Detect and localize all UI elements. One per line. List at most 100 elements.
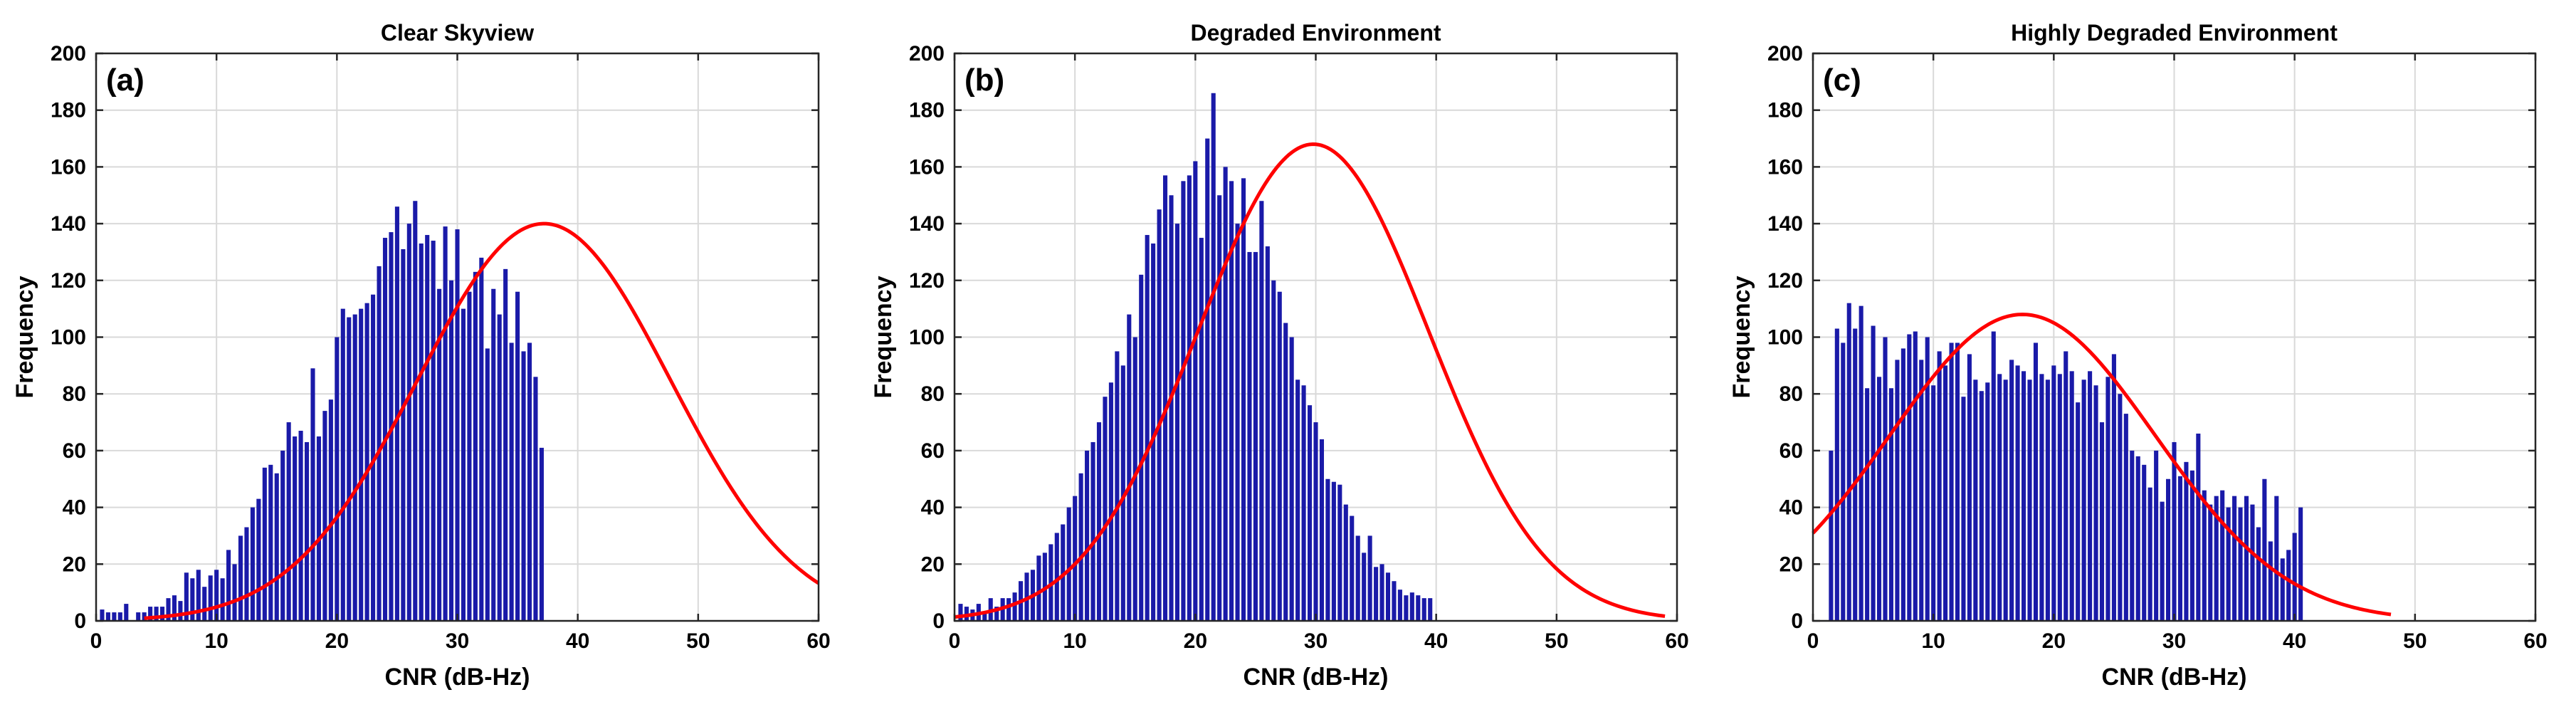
chart-c-bar xyxy=(2268,541,2273,621)
chart-c-bar xyxy=(2274,496,2279,621)
chart-b-bar xyxy=(1350,515,1355,621)
chart-c-y-axis-label: Frequency xyxy=(1728,276,1755,398)
chart-b-bar xyxy=(1108,382,1113,621)
chart-a-bar xyxy=(310,368,315,621)
chart-a-bar xyxy=(340,308,345,621)
chart-b-bar xyxy=(1374,567,1379,621)
chart-c-x-tick-label: 30 xyxy=(2162,629,2186,653)
chart-c-bar xyxy=(1871,325,1876,621)
chart-b-bar xyxy=(1181,181,1186,621)
chart-c-y-tick-label: 140 xyxy=(1767,212,1803,236)
chart-a-bar xyxy=(539,447,544,621)
chart-c-bar xyxy=(1829,450,1834,621)
chart-b-x-tick-label: 60 xyxy=(1665,629,1688,653)
chart-a-bar xyxy=(208,575,213,621)
chart-c-bar xyxy=(2280,558,2285,621)
chart-c-bar xyxy=(1883,337,1888,621)
chart-a-y-tick-label: 180 xyxy=(51,99,86,122)
chart-c-bar xyxy=(2111,354,2116,621)
chart-c-x-tick-label: 20 xyxy=(2042,629,2066,653)
chart-b-y-tick-label: 120 xyxy=(909,269,945,293)
chart-c-bar xyxy=(2154,450,2159,621)
chart-a-bar xyxy=(401,248,406,622)
chart-c-bar xyxy=(2184,461,2189,621)
chart-a-bar xyxy=(172,595,177,621)
chart-c-bar xyxy=(1907,334,1912,621)
chart-c-bar xyxy=(1991,331,1996,621)
chart-c-x-tick-label: 50 xyxy=(2403,629,2427,653)
chart-a-bar xyxy=(461,308,466,621)
chart-a-bar xyxy=(190,578,195,621)
chart-a-bar xyxy=(443,226,448,622)
chart-b-bar xyxy=(982,612,987,621)
chart-c-bar xyxy=(1937,351,1942,621)
chart-b-bar xyxy=(1409,592,1414,621)
chart-b-bar xyxy=(1229,181,1234,621)
chart-a-y-tick-label: 200 xyxy=(51,42,86,66)
chart-c-bar xyxy=(2232,496,2237,621)
chart-a-bar xyxy=(425,235,430,621)
chart-b-bar xyxy=(1054,533,1059,621)
chart-c-bar xyxy=(2130,450,2135,621)
chart-c-bar xyxy=(1925,337,1930,621)
chart-b-bar xyxy=(1223,167,1228,621)
chart-a-bar xyxy=(148,607,153,621)
chart-b-bar xyxy=(1169,195,1174,621)
chart-c-y-tick-label: 80 xyxy=(1779,382,1803,406)
chart-a-bar xyxy=(214,570,219,621)
chart-c-bar xyxy=(2051,365,2056,621)
chart-a-bar xyxy=(220,578,225,621)
chart-c-bar xyxy=(2081,379,2086,621)
chart-c-bar xyxy=(2142,464,2147,621)
chart-a-bar xyxy=(455,229,460,621)
chart-a-y-tick-label: 140 xyxy=(51,212,86,236)
chart-b-y-tick-label: 140 xyxy=(909,212,945,236)
chart-a-bar xyxy=(437,288,442,621)
chart-a-bar xyxy=(196,570,201,621)
chart-b-x-tick-label: 10 xyxy=(1063,629,1086,653)
chart-b-bar xyxy=(1096,422,1102,621)
chart-c-y-tick-label: 180 xyxy=(1767,99,1803,122)
chart-a-bar xyxy=(521,351,526,621)
chart-c-y-tick-label: 120 xyxy=(1767,269,1803,293)
chart-b-bar xyxy=(1127,314,1132,621)
chart-a-y-tick-label: 20 xyxy=(63,553,86,576)
chart-c-bar xyxy=(2064,351,2068,621)
chart-a-bar xyxy=(166,598,171,621)
chart-a-fit-curve xyxy=(144,221,820,620)
chart-b-bar xyxy=(1211,93,1216,622)
chart-b-bar xyxy=(1362,553,1367,621)
chart-a-bar xyxy=(268,464,273,621)
chart-a-x-axis-label: CNR (dB-Hz) xyxy=(385,664,530,691)
chart-a-bar xyxy=(322,411,327,621)
chart-b-x-tick-label: 40 xyxy=(1424,629,1448,653)
chart-b-bar xyxy=(1271,280,1276,621)
chart-b-bar xyxy=(1301,385,1306,621)
chart-c-bar xyxy=(2147,487,2152,621)
chart-b-bar xyxy=(994,607,999,621)
chart-b-panel-label: (b) xyxy=(964,63,1004,98)
chart-a-bar xyxy=(136,612,141,621)
chart-a-y-tick-label: 60 xyxy=(63,439,86,463)
chart-b-x-tick-label: 30 xyxy=(1304,629,1328,653)
chart-a-bar xyxy=(262,467,267,621)
chart-c-y-tick-label: 40 xyxy=(1779,496,1803,520)
chart-a-bar xyxy=(406,224,411,622)
chart-a-bar xyxy=(293,436,298,621)
chart-a-x-tick-label: 0 xyxy=(90,629,102,653)
chart-c-bar xyxy=(2196,433,2201,621)
chart-b-bar xyxy=(1259,201,1264,622)
chart-a-bar xyxy=(112,612,117,621)
chart-a-bar xyxy=(485,348,490,621)
chart-b-bar xyxy=(1187,175,1192,622)
chart-c-bar xyxy=(2099,422,2105,621)
chart-a-bar xyxy=(479,257,484,621)
chart-c-bar xyxy=(2123,414,2128,621)
chart-c-bar xyxy=(2172,441,2177,621)
chart-b-bar xyxy=(1162,175,1168,622)
chart-c-bar xyxy=(2177,476,2183,621)
chart-c-bar xyxy=(2220,490,2225,621)
chart-b-bar xyxy=(1174,224,1180,622)
chart-a-y-axis-label: Frequency xyxy=(11,276,38,398)
chart-c-panel-label: (c) xyxy=(1823,63,1861,98)
